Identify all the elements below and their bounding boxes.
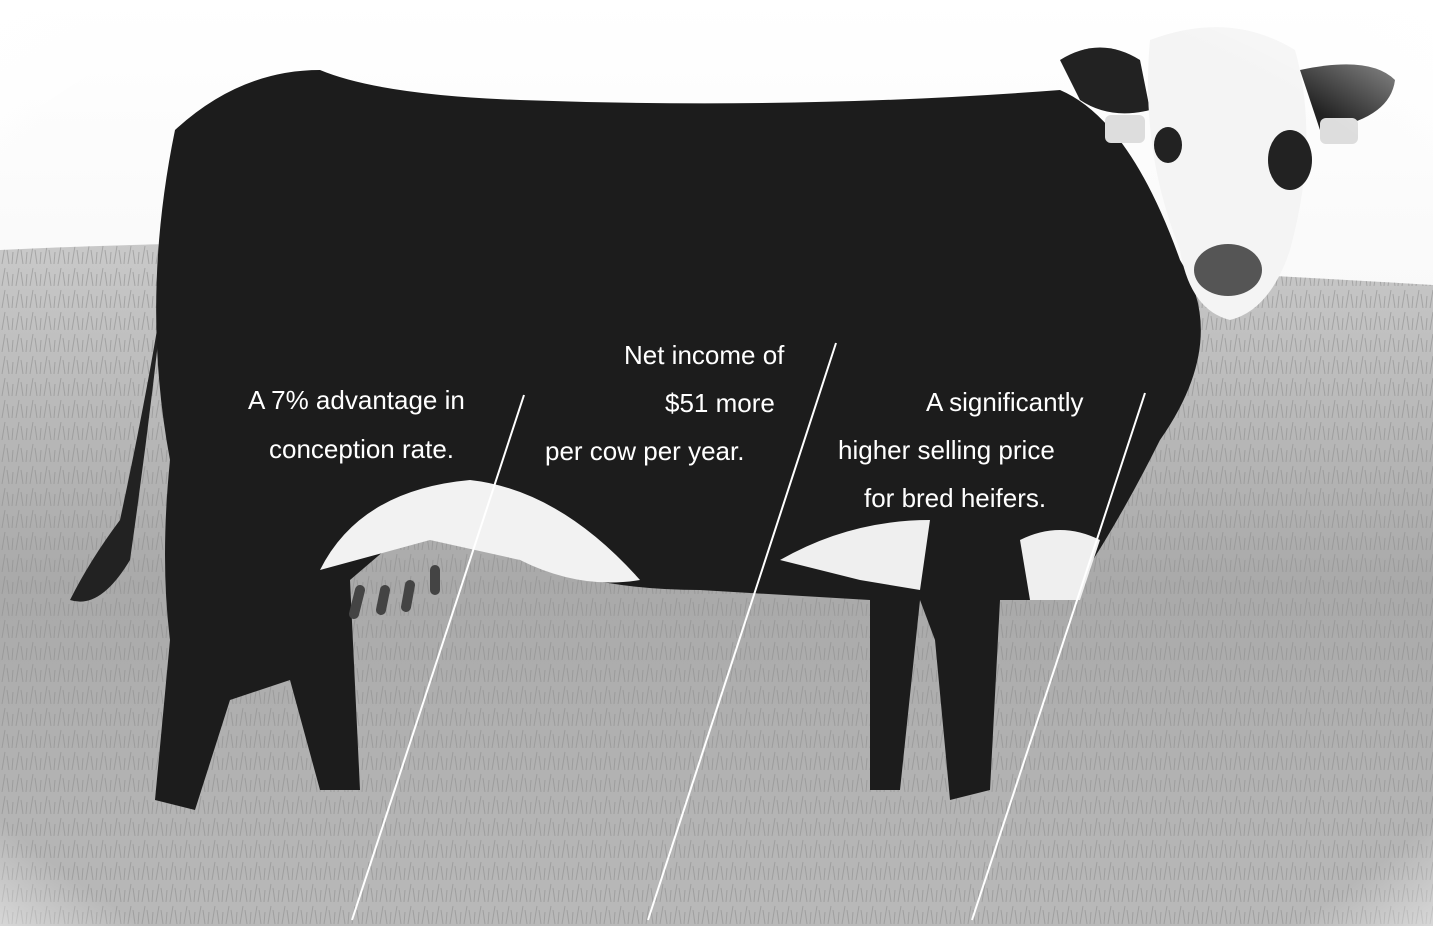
photo: A 7% advantage in conception rate. Net inc… <box>0 0 1433 926</box>
annotation-text: $51 more <box>665 388 775 418</box>
annotation-text: A 7% advantage in <box>248 385 465 415</box>
annotation-text: higher selling price <box>838 435 1055 465</box>
page: A 7% advantage in conception rate. Net inc… <box>0 0 1433 926</box>
annotation-text: Net income of <box>624 340 785 370</box>
annotation-text: for bred heifers. <box>864 483 1046 513</box>
annotation-text: per cow per year. <box>545 436 744 466</box>
annotation-text: conception rate. <box>269 434 454 464</box>
annotation-text: A significantly <box>926 387 1084 417</box>
